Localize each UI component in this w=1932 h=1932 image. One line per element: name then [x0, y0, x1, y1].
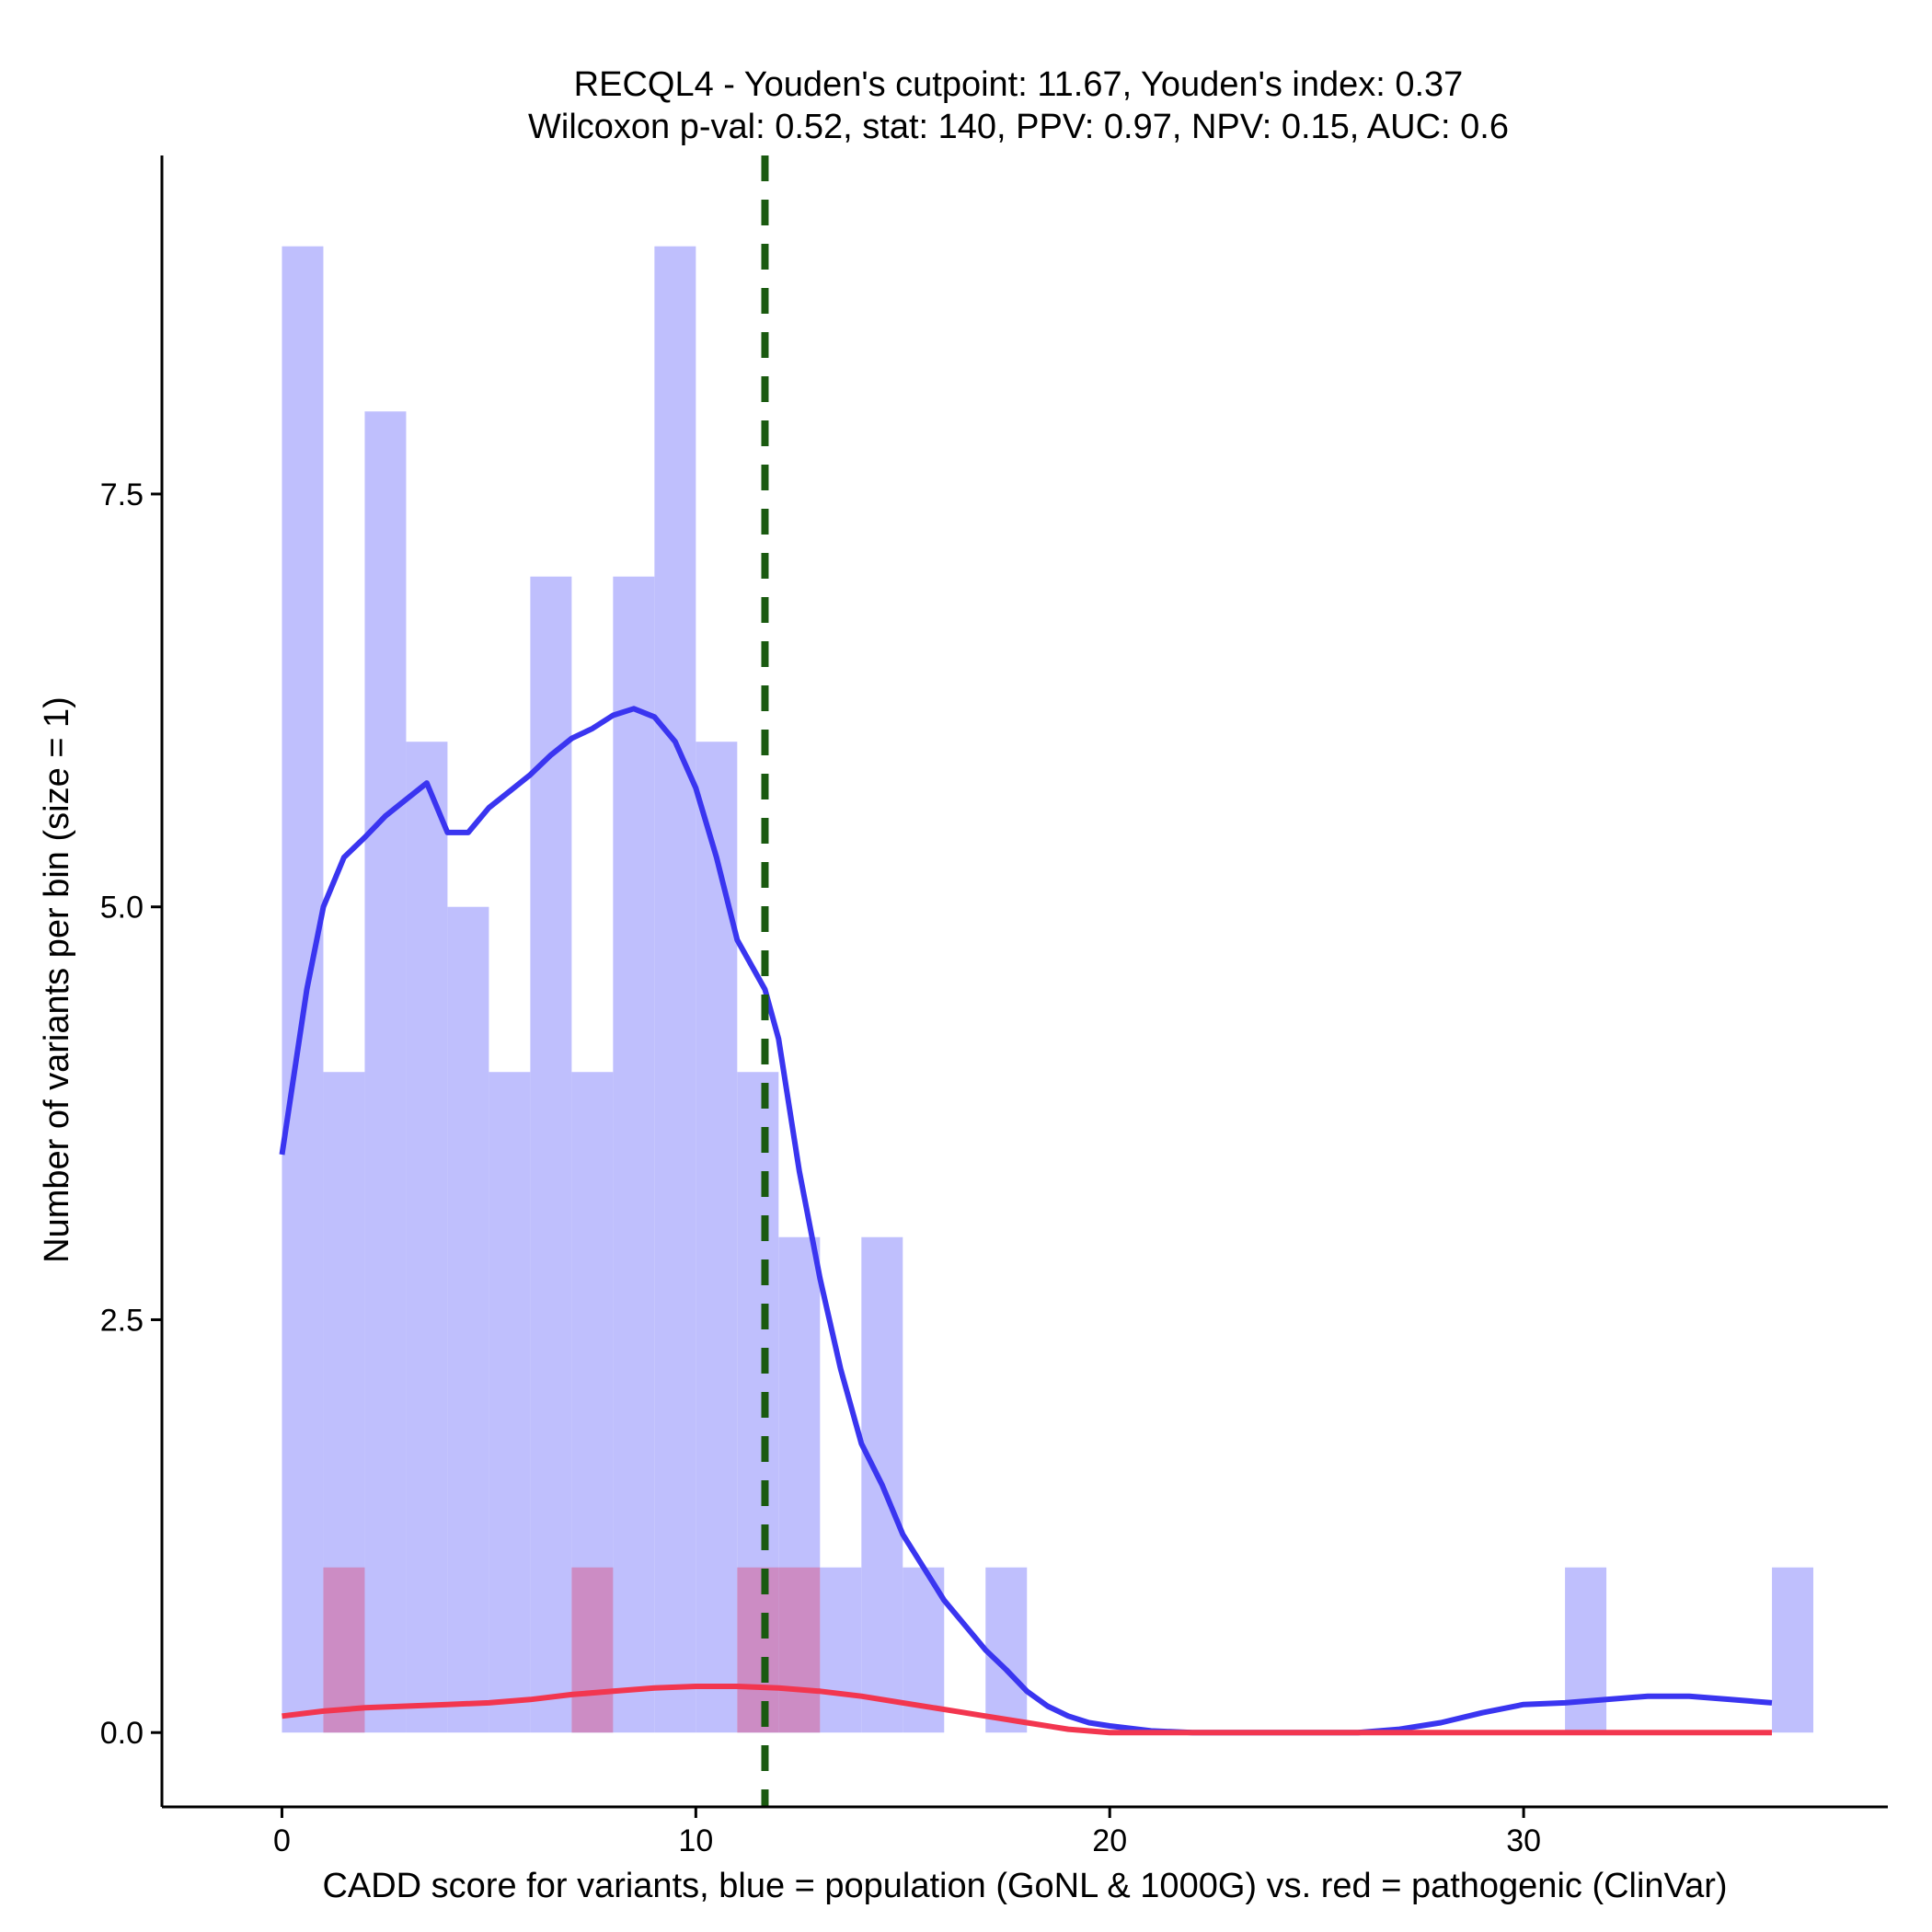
x-tick-label: 30: [1506, 1823, 1541, 1858]
pathogenic-bar: [737, 1567, 779, 1733]
pathogenic-bar: [778, 1567, 821, 1733]
population-bar: [1772, 1567, 1814, 1733]
density-lines: [279, 706, 1773, 1736]
population-bar: [447, 906, 489, 1733]
population-bar: [406, 742, 448, 1733]
y-tick-label: 0.0: [100, 1716, 144, 1751]
x-axis-label: CADD score for variants, blue = populati…: [322, 1867, 1727, 1905]
x-tick-label: 20: [1092, 1823, 1127, 1858]
y-tick-label: 7.5: [100, 477, 144, 512]
population-bar: [654, 246, 696, 1733]
pathogenic-bars: [323, 1567, 821, 1733]
y-tick-label: 5.0: [100, 891, 144, 926]
x-axis-ticks: 0 10 20 30: [273, 1807, 1541, 1858]
population-bar: [985, 1567, 1028, 1733]
population-bar: [696, 742, 738, 1733]
population-bar: [820, 1567, 862, 1733]
y-tick-label: 2.5: [100, 1303, 144, 1338]
population-bar: [364, 411, 407, 1733]
population-bar: [489, 1072, 531, 1733]
y-axis-label: Number of variants per bin (size = 1): [38, 696, 76, 1263]
pathogenic-density-line: [282, 1684, 1772, 1736]
pathogenic-bar: [571, 1567, 614, 1733]
pathogenic-bar: [323, 1567, 365, 1733]
y-axis-ticks: 0.0 2.5 5.0 7.5: [100, 477, 162, 1751]
x-tick-label: 0: [273, 1823, 291, 1858]
population-bar: [282, 246, 324, 1733]
population-bar: [530, 576, 572, 1733]
population-bars: [282, 246, 1814, 1733]
chart-title-line1: RECQL4 - Youden's cutpoint: 11.67, Youde…: [574, 65, 1464, 104]
x-tick-label: 10: [678, 1823, 713, 1858]
population-bar: [1565, 1567, 1607, 1733]
population-bar: [613, 576, 655, 1733]
chart-title-line2: Wilcoxon p-val: 0.52, stat: 140, PPV: 0.…: [528, 108, 1509, 146]
